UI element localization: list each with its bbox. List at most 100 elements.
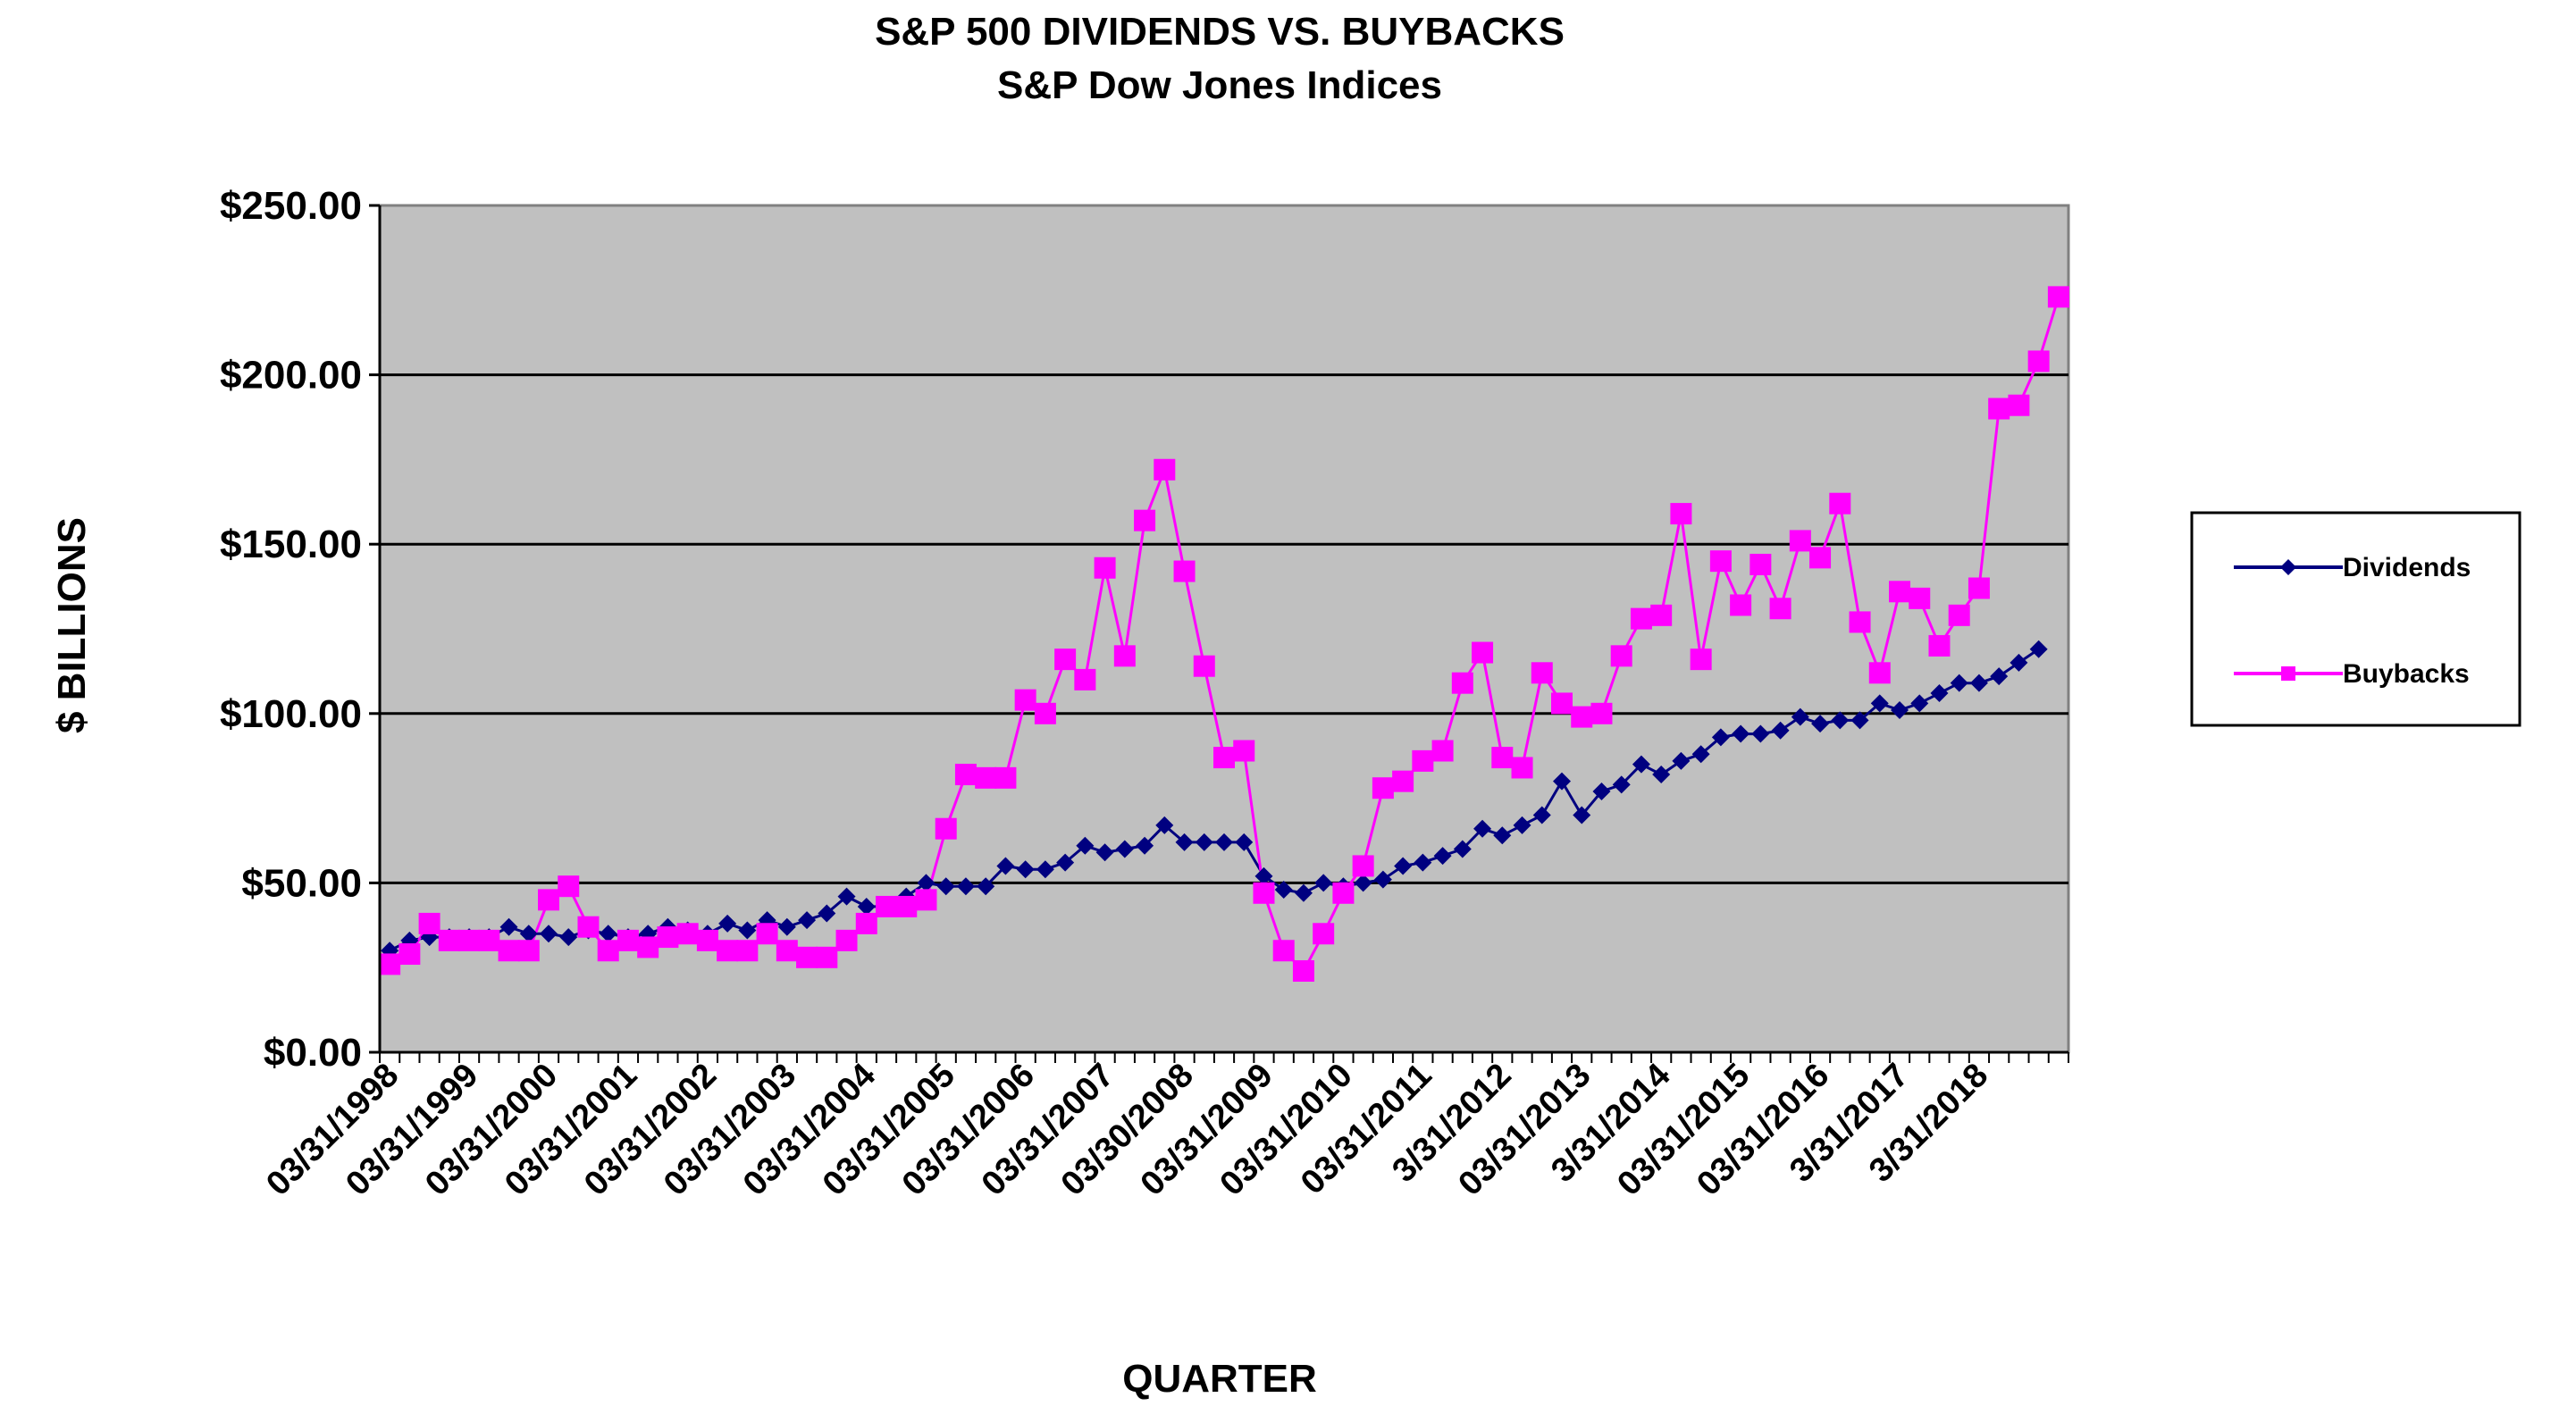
dividends-point [1076, 836, 1095, 855]
dividends-point [1175, 833, 1194, 851]
buybacks-point [796, 946, 818, 968]
buybacks-point [2047, 286, 2069, 308]
buybacks-point [1928, 634, 1951, 657]
buybacks-point [1213, 747, 1235, 769]
buybacks-point [538, 889, 559, 911]
dividends-point [1314, 874, 1333, 892]
buybacks-point [1531, 662, 1553, 684]
dividends-point [1950, 674, 1968, 692]
buybacks-point [1431, 740, 1454, 762]
legend: Dividends Buybacks [2190, 511, 2521, 727]
dividends-point [1711, 728, 1730, 747]
buybacks-point [438, 929, 460, 951]
dividends-point [1095, 843, 1114, 862]
buybacks-point [458, 929, 481, 951]
buybacks-point [1392, 770, 1414, 792]
dividends-point [599, 925, 617, 943]
buybacks-point [1630, 607, 1652, 630]
buybacks-point [2027, 350, 2050, 372]
buybacks-point [1472, 641, 1494, 664]
dividends-point [2029, 640, 2048, 658]
buybacks-point [1650, 604, 1673, 626]
dividends-point [738, 921, 757, 940]
buybacks-point [816, 946, 838, 968]
dividends-point [1930, 684, 1949, 703]
chart-subtitle: S&P Dow Jones Indices [997, 63, 1442, 107]
buybacks-point [1372, 777, 1394, 799]
legend-dividends-marker [2280, 559, 2296, 575]
buybacks-point [1313, 923, 1335, 945]
y-tick-label: $100.00 [220, 692, 362, 736]
buybacks-point [379, 953, 401, 975]
buybacks-point [1054, 649, 1077, 671]
dividends-point [1771, 721, 1790, 740]
buybacks-point [1113, 645, 1136, 667]
dividends-point [857, 897, 876, 916]
buybacks-point [736, 940, 759, 962]
buybacks-point [1571, 706, 1593, 728]
dividends-point [1493, 826, 1512, 845]
buybacks-point [1889, 581, 1910, 603]
buybacks-point [637, 936, 659, 958]
y-axis-ticks: $0.00 $50.00 $100.00 $150.00 $200.00 $250.00 [220, 184, 380, 1075]
buybacks-point [1849, 611, 1871, 633]
buybacks-point [1352, 855, 1374, 877]
series-markers [379, 286, 2069, 982]
dividends-point [1910, 694, 1929, 713]
legend-buybacks-label: Buybacks [2343, 659, 2470, 689]
dividends-point [499, 917, 518, 936]
buybacks-point [935, 817, 957, 840]
buybacks-point [1014, 689, 1036, 711]
dividends-point [1891, 701, 1909, 720]
buybacks-point [1451, 672, 1473, 694]
buybacks-point [915, 889, 937, 911]
buybacks-point [1730, 594, 1752, 616]
buybacks-point [1332, 882, 1355, 904]
buybacks-point [1272, 940, 1295, 962]
dividends-point [798, 911, 817, 930]
dividends-point [1215, 833, 1233, 851]
legend-dividends-label: Dividends [2343, 553, 2471, 582]
dividends-point [1870, 694, 1889, 713]
dividends-point [818, 904, 836, 923]
dividends-point [1354, 874, 1372, 892]
dividends-point [1433, 847, 1452, 866]
buybacks-point [1909, 587, 1931, 609]
buybacks-point [1173, 560, 1196, 582]
dividends-point [1155, 816, 1174, 834]
dividends-point [777, 917, 796, 936]
dividends-point [1136, 836, 1154, 855]
buybacks-point [1253, 882, 1275, 904]
y-tick-label: $150.00 [220, 523, 362, 566]
dividends-point [977, 877, 995, 896]
buybacks-point [577, 916, 600, 938]
dividends-point [996, 857, 1015, 875]
dividends-point [1672, 751, 1691, 770]
dividends-point [1969, 674, 1988, 692]
dividends-point [718, 914, 737, 933]
buybacks-point [696, 929, 718, 951]
gridlines [380, 373, 2068, 884]
buybacks-point [418, 912, 441, 934]
buybacks-point [1988, 398, 2010, 420]
buybacks-point [1590, 702, 1613, 724]
buybacks-point [1511, 757, 1533, 779]
dividends-point [1394, 857, 1413, 875]
dividends-point [1373, 870, 1392, 889]
buybacks-point [1868, 662, 1891, 684]
dividends-point [956, 877, 975, 896]
dividends-point [1751, 724, 1770, 743]
dividends-point [1732, 724, 1750, 743]
buybacks-point [498, 940, 520, 962]
y-tick-label: $250.00 [220, 184, 362, 228]
y-tick-label: $0.00 [264, 1031, 362, 1075]
buybacks-point [1074, 668, 1096, 690]
buybacks-point [478, 929, 500, 951]
buybacks-point [1709, 550, 1732, 573]
buybacks-point [895, 895, 918, 917]
buybacks-point [1749, 553, 1772, 575]
buybacks-point [517, 940, 540, 962]
buybacks-point [1670, 503, 1692, 525]
buybacks-point [1292, 959, 1314, 982]
